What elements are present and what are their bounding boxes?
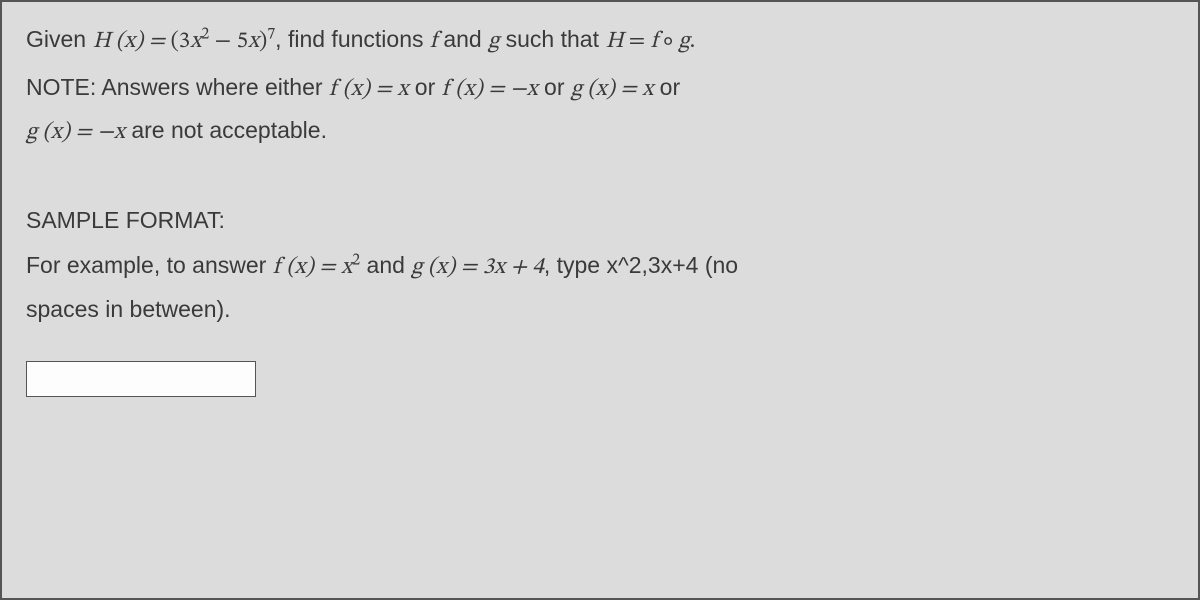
exp1: 2 [201,26,209,42]
g-sym: g [488,30,499,53]
given-text: Given [26,26,92,52]
coef2: 5 [237,30,248,53]
sample-line1: For example, to answer f (x) = x2 and g … [26,248,1174,286]
coef1: 3 [179,30,190,53]
or1: or [408,74,441,100]
fx-eq-x: f (x) = x [329,78,408,101]
note-line1: NOTE: Answers where either f (x) = x or … [26,70,1174,108]
compose-sym: ∘ [658,30,679,53]
sample-tail1: , type x^2,3x+4 (no [544,252,738,278]
var1: x [190,30,201,53]
paren-open: ( [171,30,179,53]
such-that: such that [499,26,605,52]
fx-eq-negx: f (x) = −x [442,78,538,101]
f-sym2: f [651,30,658,53]
find-functions: , find functions [275,26,430,52]
H-left: H (x) = [92,30,170,53]
sample-heading: SAMPLE FORMAT: [26,207,1174,234]
period: . [690,30,696,53]
var2: x [248,30,259,53]
note-line2: g (x) = −x are not acceptable. [26,113,1174,151]
or2: or [538,74,571,100]
H-sym: H [605,30,623,53]
f-sym: f [430,30,437,53]
outer-exp: 7 [267,26,275,42]
g-sym2: g [679,30,690,53]
problem-statement: Given H (x) = (3x2 − 5x)7, find function… [26,22,1174,60]
eq-sym: = [623,30,650,53]
paren-close: ) [259,30,267,53]
and-text: and [437,26,488,52]
sample-fx-exp: 2 [352,252,360,268]
answer-input[interactable] [26,361,256,397]
sample-prefix: For example, to answer [26,252,273,278]
gx-eq-negx: g (x) = −x [26,121,125,144]
note-prefix: NOTE: Answers where either [26,74,329,100]
minus: − [209,30,236,53]
sample-tail2: spaces in between). [26,296,231,322]
gx-eq-x: g (x) = x [571,78,653,101]
sample-line2: spaces in between). [26,292,1174,328]
sample-and: and [360,252,411,278]
note-tail: are not acceptable. [125,117,327,143]
sample-gx: g (x) = 3x + 4 [411,256,544,279]
sample-fx: f (x) = x [273,256,352,279]
or3: or [653,74,680,100]
